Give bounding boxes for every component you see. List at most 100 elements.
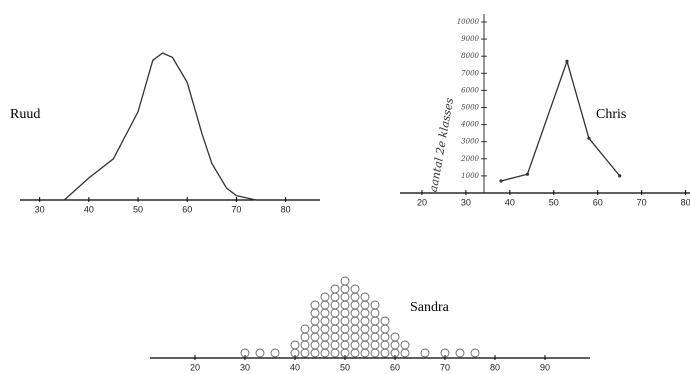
dot-stack [255,348,265,358]
dot [340,324,350,334]
dot [350,340,360,350]
x-tick-label: 40 [505,197,515,207]
point [618,174,622,178]
dot [370,348,380,358]
dot-stack [320,292,330,358]
dot-stack [240,348,250,358]
dot [360,340,370,350]
dot [340,316,350,326]
x-tick-label: 40 [290,362,300,372]
y-tick-label: 9000 [461,35,479,43]
x-tick-label: 50 [340,362,350,372]
y-tick-label: 7000 [461,69,479,77]
x-tick-label: 30 [240,362,250,372]
point [587,136,591,140]
dot [440,348,450,358]
dot [340,332,350,342]
dot [310,316,320,326]
dot-stack [370,300,380,358]
dot [320,292,330,302]
x-tick-label: 20 [417,197,427,207]
x-tick-label: 70 [231,204,241,214]
dot [360,300,370,310]
y-tick-label: 3000 [461,138,479,146]
y-tick-label: 2000 [460,155,479,163]
dot [330,324,340,334]
chart-label: Chris [596,107,626,122]
y-tick-label: 6000 [461,86,479,94]
dot-stack [360,292,370,358]
dot [350,292,360,302]
x-tick-label: 80 [490,362,500,372]
dot [370,324,380,334]
dot-stack [330,284,340,358]
dot [340,300,350,310]
dot [350,316,360,326]
dot [340,308,350,318]
dot-stack [270,348,280,358]
dot-stack [470,348,480,358]
dot [370,308,380,318]
x-tick-label: 30 [35,204,45,214]
dot [370,332,380,342]
dot [330,332,340,342]
dot [310,332,320,342]
dot [380,332,390,342]
dot [400,340,410,350]
dot-stack [455,348,465,358]
dot [330,284,340,294]
x-tick-label: 50 [549,197,559,207]
dot [420,348,430,358]
dot [330,348,340,358]
dot [320,324,330,334]
chart-label: Sandra [410,300,450,315]
dot [350,300,360,310]
dot [330,316,340,326]
dot [320,308,330,318]
dot-stack [350,284,360,358]
dot [310,340,320,350]
dot [310,308,320,318]
x-tick-label: 50 [133,204,143,214]
dot [320,300,330,310]
x-tick-label: 40 [84,204,94,214]
y-tick-label: 5000 [461,104,479,112]
dot [320,332,330,342]
dot [340,340,350,350]
dot [350,324,360,334]
dot [330,300,340,310]
dot [390,340,400,350]
dot [360,332,370,342]
dot [330,340,340,350]
dot [290,340,300,350]
dot-stack [290,340,300,358]
dot [270,348,280,358]
dot [360,316,370,326]
dot [400,348,410,358]
dot [330,292,340,302]
dot-stack [390,332,400,358]
dot-stack [380,316,390,358]
dot [390,332,400,342]
dot [300,324,310,334]
dot [350,332,360,342]
dot [360,324,370,334]
x-tick-label: 70 [637,197,647,207]
dot [380,340,390,350]
y-tick-label: 10000 [457,18,480,26]
x-tick-label: 80 [681,197,690,207]
dot-stack [400,340,410,358]
dot-stack [340,276,350,358]
point [525,172,530,176]
dot [330,308,340,318]
y-tick-label: 4000 [460,121,479,129]
x-tick-label: 70 [440,362,450,372]
x-tick-label: 60 [182,204,192,214]
dot [310,300,320,310]
dot [350,348,360,358]
dot-stack [310,300,320,358]
dot [370,300,380,310]
dot [360,292,370,302]
dot [370,340,380,350]
